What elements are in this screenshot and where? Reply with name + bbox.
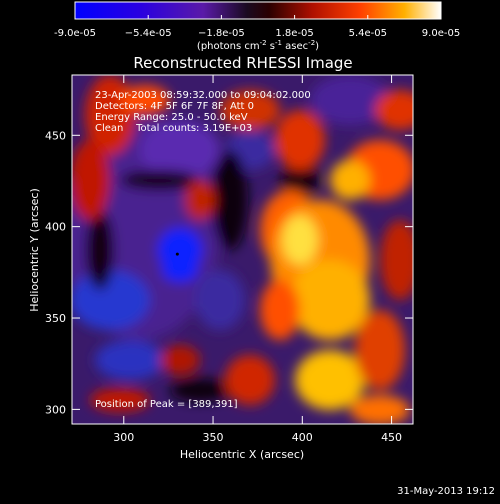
colorbar xyxy=(74,1,442,20)
x-axis-tick-labels: 300 350 400 450 xyxy=(113,431,402,444)
annotation-time: 23-Apr-2003 08:59:32.000 to 09:04:02.000 xyxy=(95,90,311,101)
annotation-clean: Clean Total counts: 3.19E+03 xyxy=(95,123,252,134)
x-axis-label: Heliocentric X (arcsec) xyxy=(180,448,304,461)
chart-title: Reconstructed RHESSI Image xyxy=(133,54,352,72)
colorbar-units: (photons cm-2 s-1 asec-2) xyxy=(197,39,319,52)
y-tick-label: 300 xyxy=(45,403,66,416)
x-tick-label: 300 xyxy=(113,431,134,444)
colorbar-tick-label: -9.0e-05 xyxy=(54,28,96,39)
x-tick-label: 450 xyxy=(381,431,402,444)
heatmap-image xyxy=(72,75,413,424)
colorbar-tick-label: −1.8e-05 xyxy=(198,28,245,39)
peak-position-label: Position of Peak = [389,391] xyxy=(95,399,238,410)
annotation-block: 23-Apr-2003 08:59:32.000 to 09:04:02.000… xyxy=(95,90,311,134)
annotation-energy: Energy Range: 25.0 - 50.0 keV xyxy=(95,112,248,123)
y-axis-ticks xyxy=(72,134,413,410)
minimum-marker xyxy=(175,252,179,256)
x-tick-label: 350 xyxy=(203,431,224,444)
colorbar-tick-labels: -9.0e-05 −5.4e-05 −1.8e-05 1.8e-05 5.4e-05 9.… xyxy=(54,28,460,39)
y-axis-tick-labels: 300 350 400 450 xyxy=(45,129,66,416)
colorbar-tick-label: −5.4e-05 xyxy=(125,28,172,39)
y-tick-label: 350 xyxy=(45,312,66,325)
footer-date: 31-May-2013 19:12 xyxy=(397,486,495,497)
y-tick-label: 400 xyxy=(45,221,66,234)
x-axis-ticks xyxy=(123,75,393,424)
colorbar-tick-label: 5.4e-05 xyxy=(349,28,387,39)
annotation-detectors: Detectors: 4F 5F 6F 7F 8F, Att 0 xyxy=(95,101,254,112)
x-tick-label: 400 xyxy=(292,431,313,444)
y-axis-label: Heliocentric Y (arcsec) xyxy=(28,188,41,312)
colorbar-tick-label: 9.0e-05 xyxy=(422,28,460,39)
y-tick-label: 450 xyxy=(45,129,66,142)
colorbar-tick-label: 1.8e-05 xyxy=(275,28,313,39)
colorbar-ticks xyxy=(74,15,442,19)
